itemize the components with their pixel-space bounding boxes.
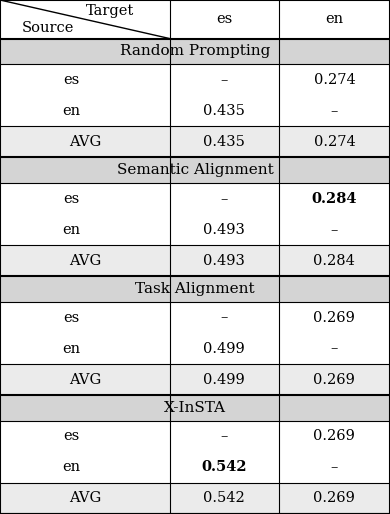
Text: en: en [325,12,344,26]
Bar [0,421,390,452]
Text: 0.435: 0.435 [203,135,245,149]
Text: 0.435: 0.435 [203,104,245,118]
Bar [0,157,390,183]
Text: –: – [331,342,338,356]
Text: en: en [62,104,80,118]
Bar [0,214,390,245]
Text: 0.499: 0.499 [203,342,245,356]
Text: 0.284: 0.284 [312,192,357,206]
Text: –: – [221,429,228,444]
Text: es: es [63,310,80,324]
Text: es: es [63,429,80,444]
Text: –: – [331,461,338,474]
Text: 0.493: 0.493 [203,254,245,268]
Bar [0,483,390,514]
Text: es: es [63,192,80,206]
Text: 0.493: 0.493 [203,223,245,236]
Text: –: – [331,223,338,236]
Bar [0,302,390,333]
Text: AVG: AVG [69,135,101,149]
Text: 0.269: 0.269 [314,491,355,505]
Bar [0,0,390,39]
Text: AVG: AVG [69,254,101,268]
Text: 0.274: 0.274 [314,73,355,87]
Text: Task Alignment: Task Alignment [135,282,255,296]
Text: en: en [62,223,80,236]
Bar [0,183,390,214]
Text: 0.274: 0.274 [314,135,355,149]
Bar [0,245,390,277]
Bar [0,126,390,157]
Bar [0,364,390,395]
Text: en: en [62,342,80,356]
Text: X-InSTA: X-InSTA [164,401,226,415]
Text: Target: Target [86,4,135,18]
Text: –: – [221,310,228,324]
Text: –: – [331,104,338,118]
Text: –: – [221,192,228,206]
Text: AVG: AVG [69,373,101,387]
Text: Source: Source [21,21,74,35]
Text: es: es [63,73,80,87]
Bar [0,39,390,64]
Text: 0.269: 0.269 [314,373,355,387]
Text: 0.269: 0.269 [314,429,355,444]
Text: 0.542: 0.542 [202,461,247,474]
Bar [0,95,390,126]
Text: es: es [216,12,232,26]
Text: AVG: AVG [69,491,101,505]
Text: Random Prompting: Random Prompting [120,44,270,59]
Bar [0,333,390,364]
Bar [0,64,390,95]
Text: 0.499: 0.499 [203,373,245,387]
Bar [0,395,390,421]
Text: Semantic Alignment: Semantic Alignment [117,163,273,177]
Bar [0,452,390,483]
Text: 0.284: 0.284 [314,254,355,268]
Text: en: en [62,461,80,474]
Text: –: – [221,73,228,87]
Text: 0.269: 0.269 [314,310,355,324]
Bar [0,277,390,302]
Text: 0.542: 0.542 [203,491,245,505]
